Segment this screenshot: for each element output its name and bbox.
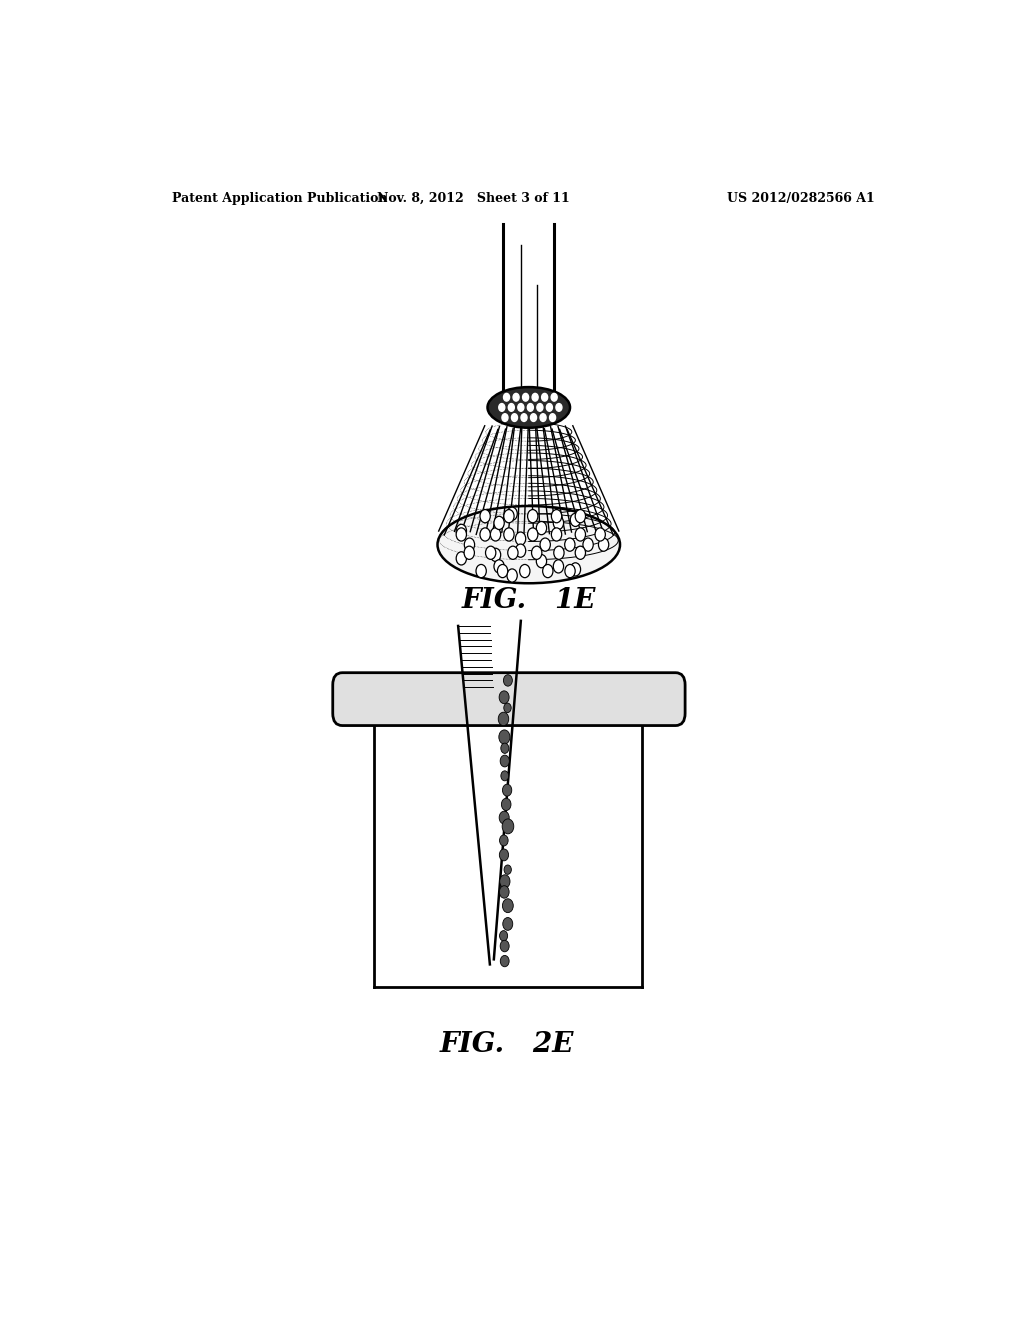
Circle shape: [501, 956, 509, 966]
Circle shape: [500, 931, 508, 941]
Circle shape: [554, 546, 564, 560]
Circle shape: [502, 818, 514, 834]
Circle shape: [464, 539, 474, 552]
Circle shape: [504, 865, 511, 874]
Circle shape: [565, 565, 575, 578]
Circle shape: [551, 393, 557, 401]
Text: FIG.   1E: FIG. 1E: [462, 587, 596, 614]
Circle shape: [556, 404, 562, 412]
Circle shape: [490, 528, 501, 541]
Circle shape: [537, 404, 543, 412]
Circle shape: [551, 510, 562, 523]
Circle shape: [480, 528, 490, 541]
Circle shape: [502, 413, 508, 421]
Circle shape: [511, 413, 517, 421]
Circle shape: [553, 560, 563, 573]
Circle shape: [456, 524, 467, 537]
Circle shape: [537, 521, 547, 535]
Text: Patent Application Publication: Patent Application Publication: [172, 191, 387, 205]
Circle shape: [500, 836, 508, 846]
Circle shape: [540, 413, 546, 421]
Circle shape: [494, 560, 504, 573]
Circle shape: [502, 799, 511, 810]
Circle shape: [518, 404, 524, 412]
Circle shape: [551, 528, 562, 541]
Circle shape: [504, 393, 510, 401]
Circle shape: [527, 404, 534, 412]
Circle shape: [508, 546, 518, 560]
Circle shape: [503, 899, 513, 912]
Circle shape: [522, 393, 528, 401]
Circle shape: [500, 886, 509, 898]
Text: Nov. 8, 2012   Sheet 3 of 11: Nov. 8, 2012 Sheet 3 of 11: [377, 191, 569, 205]
Circle shape: [456, 552, 467, 565]
Text: FIG.   2E: FIG. 2E: [440, 1031, 574, 1059]
Ellipse shape: [437, 506, 621, 583]
Circle shape: [527, 528, 538, 541]
Circle shape: [456, 528, 467, 541]
Circle shape: [499, 690, 509, 704]
Circle shape: [553, 516, 563, 529]
Circle shape: [540, 539, 550, 552]
Circle shape: [537, 554, 547, 568]
Circle shape: [519, 565, 530, 578]
Circle shape: [575, 528, 586, 541]
Circle shape: [507, 569, 517, 582]
Circle shape: [595, 528, 605, 541]
Circle shape: [515, 532, 525, 545]
FancyBboxPatch shape: [333, 673, 685, 726]
Circle shape: [570, 513, 581, 527]
Text: US 2012/0282566 A1: US 2012/0282566 A1: [727, 191, 874, 205]
Circle shape: [550, 413, 556, 421]
Circle shape: [464, 546, 474, 560]
Circle shape: [500, 755, 509, 767]
Circle shape: [564, 539, 575, 552]
Circle shape: [494, 516, 504, 529]
Circle shape: [499, 713, 509, 726]
Circle shape: [531, 546, 542, 560]
Circle shape: [501, 771, 509, 781]
Circle shape: [508, 404, 514, 412]
Circle shape: [598, 539, 608, 552]
Circle shape: [513, 393, 519, 401]
Circle shape: [527, 510, 538, 523]
Circle shape: [500, 849, 509, 861]
Circle shape: [501, 743, 509, 754]
Circle shape: [575, 510, 586, 523]
Circle shape: [503, 917, 513, 931]
Circle shape: [575, 546, 586, 560]
Circle shape: [504, 510, 514, 523]
Ellipse shape: [487, 387, 570, 428]
Circle shape: [507, 507, 517, 520]
Circle shape: [504, 675, 512, 686]
Circle shape: [570, 562, 581, 576]
Circle shape: [499, 812, 509, 824]
Circle shape: [504, 704, 511, 713]
Circle shape: [490, 548, 501, 561]
Circle shape: [515, 544, 525, 557]
Circle shape: [521, 413, 527, 421]
Circle shape: [500, 875, 510, 888]
Circle shape: [503, 784, 512, 796]
Circle shape: [476, 565, 486, 578]
Circle shape: [499, 730, 510, 744]
Circle shape: [542, 393, 548, 401]
Circle shape: [530, 413, 537, 421]
Circle shape: [480, 510, 490, 523]
Circle shape: [532, 393, 539, 401]
Circle shape: [583, 539, 593, 552]
Circle shape: [499, 404, 505, 412]
Circle shape: [500, 940, 509, 952]
Circle shape: [498, 565, 508, 578]
Circle shape: [547, 404, 552, 412]
Circle shape: [485, 546, 496, 560]
Circle shape: [543, 565, 553, 578]
Circle shape: [504, 528, 514, 541]
